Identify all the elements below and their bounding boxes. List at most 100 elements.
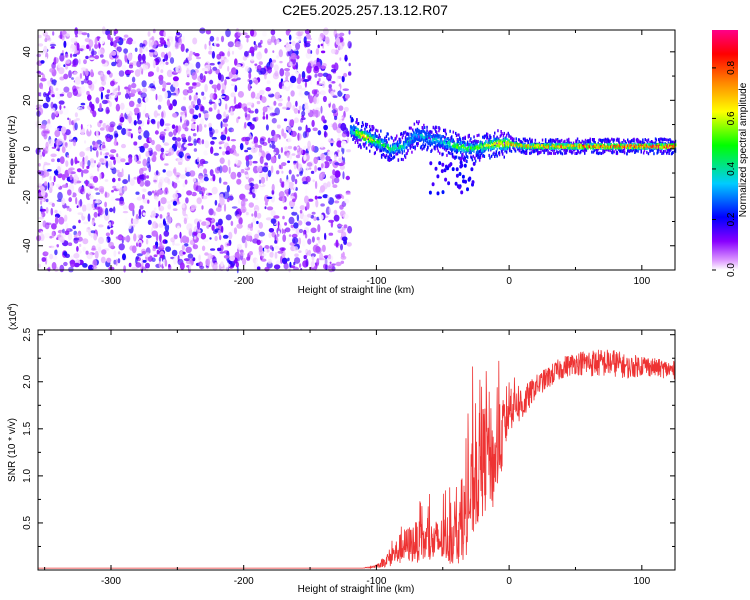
- noise-speckle: [183, 119, 190, 127]
- signal-halo: [350, 117, 353, 121]
- signal-halo: [543, 151, 545, 155]
- noise-speckle: [244, 183, 251, 191]
- noise-speckle: [39, 151, 42, 160]
- noise-speckle: [123, 185, 128, 192]
- noise-speckle: [317, 44, 320, 49]
- signal-pixel: [398, 146, 400, 150]
- noise-speckle: [89, 57, 95, 60]
- signal-pixel: [376, 134, 378, 138]
- signal-halo: [619, 141, 621, 145]
- signal-pixel: [397, 147, 399, 151]
- signal-halo: [501, 152, 504, 156]
- signal-pixel: [371, 138, 374, 142]
- noise-speckle: [246, 102, 253, 106]
- signal-pixel: [363, 130, 365, 134]
- chart-title: C2E5.2025.257.13.12.R07: [282, 2, 448, 18]
- noise-speckle: [289, 153, 293, 160]
- noise-speckle: [89, 194, 94, 200]
- noise-speckle: [135, 191, 140, 195]
- signal-halo: [498, 151, 500, 155]
- noise-speckle: [273, 100, 277, 106]
- signal-halo: [376, 129, 379, 133]
- signal-pixel: [354, 135, 356, 139]
- noise-speckle: [220, 134, 227, 141]
- signal-halo: [566, 138, 568, 142]
- signal-halo: [365, 124, 367, 128]
- signal-halo: [646, 150, 648, 154]
- signal-pixel: [527, 146, 529, 150]
- noise-speckle: [289, 261, 292, 268]
- noise-speckle: [331, 60, 335, 66]
- signal-pixel: [464, 141, 466, 144]
- signal-halo: [428, 130, 431, 134]
- signal-pixel: [469, 143, 471, 147]
- noise-speckle: [254, 233, 259, 240]
- signal-halo: [430, 150, 432, 153]
- noise-speckle: [332, 184, 338, 189]
- noise-speckle: [183, 243, 189, 247]
- noise-speckle: [155, 219, 162, 224]
- signal-halo: [483, 155, 486, 158]
- signal-halo: [376, 148, 378, 152]
- signal-halo: [544, 139, 547, 143]
- noise-speckle: [40, 200, 43, 205]
- signal-pixel: [538, 146, 540, 149]
- noise-speckle: [51, 112, 56, 120]
- noise-speckle: [262, 106, 268, 113]
- noise-speckle: [113, 71, 119, 80]
- noise-speckle: [40, 213, 43, 218]
- signal-halo: [376, 146, 378, 150]
- noise-speckle: [116, 142, 119, 146]
- noise-speckle: [191, 72, 198, 80]
- signal-pixel: [552, 143, 555, 147]
- noise-speckle: [49, 253, 54, 260]
- noise-speckle: [176, 137, 182, 142]
- signal-halo: [357, 141, 359, 145]
- noise-speckle: [125, 93, 129, 99]
- noise-speckle: [148, 112, 153, 119]
- signal-halo: [521, 148, 524, 152]
- noise-speckle: [293, 183, 296, 190]
- noise-speckle: [208, 50, 213, 55]
- signal-halo: [369, 129, 371, 133]
- noise-speckle: [307, 198, 314, 202]
- noise-speckle: [335, 85, 341, 91]
- signal-halo: [660, 137, 662, 141]
- noise-speckle: [227, 65, 230, 72]
- signal-pixel: [548, 143, 551, 147]
- noise-speckle: [256, 100, 261, 105]
- signal-halo: [616, 150, 619, 154]
- signal-pixel: [459, 146, 461, 149]
- noise-speckle: [293, 246, 299, 252]
- noise-speckle: [42, 130, 50, 134]
- signal-pixel: [458, 149, 460, 152]
- noise-speckle: [73, 58, 79, 66]
- signal-pixel: [534, 146, 536, 149]
- noise-speckle: [260, 39, 263, 45]
- noise-speckle: [281, 162, 287, 167]
- noise-speckle: [209, 79, 214, 85]
- signal-halo: [475, 139, 478, 143]
- signal-halo: [497, 129, 499, 133]
- signal-halo: [494, 155, 496, 158]
- signal-halo: [470, 141, 473, 145]
- noise-speckle: [254, 63, 258, 66]
- signal-pixel: [454, 143, 456, 147]
- signal-pixel: [475, 151, 478, 155]
- noise-speckle: [121, 168, 124, 177]
- signal-halo: [572, 141, 575, 145]
- noise-speckle: [328, 140, 335, 144]
- noise-speckle: [227, 41, 234, 48]
- noise-speckle: [112, 40, 117, 48]
- signal-halo: [512, 139, 514, 143]
- signal-halo: [582, 148, 584, 152]
- noise-speckle: [142, 259, 147, 263]
- signal-halo: [388, 159, 391, 162]
- signal-pixel: [371, 140, 373, 143]
- signal-pixel: [596, 145, 598, 149]
- noise-speckle: [292, 198, 296, 203]
- noise-speckle: [117, 177, 121, 182]
- signal-halo: [531, 138, 533, 142]
- signal-pixel: [423, 138, 425, 142]
- noise-speckle: [214, 199, 218, 206]
